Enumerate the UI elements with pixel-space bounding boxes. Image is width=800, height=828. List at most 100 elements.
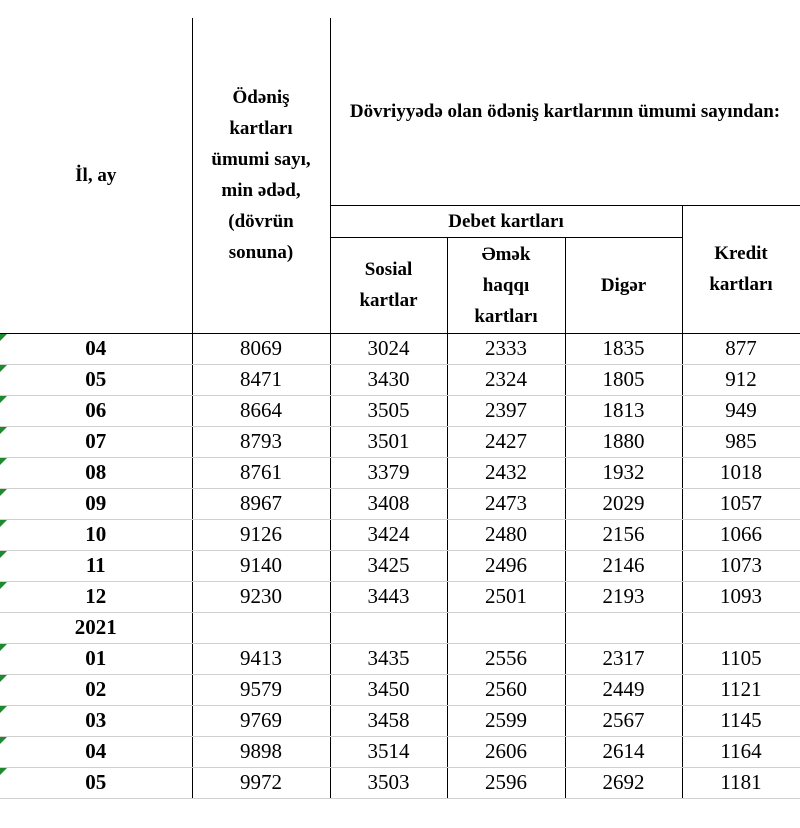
value-cell: 2596 xyxy=(446,766,566,799)
header-cell: Əmək haqqı kartları xyxy=(446,236,566,334)
table-wrap: İl, ay Ödəniş kartları ümumi sayı, min ə… xyxy=(0,18,800,799)
table-row: 08 8761 3379 2432 1932 1018 xyxy=(0,456,800,489)
value-cell: 1835 xyxy=(564,332,683,365)
row-label: 08 xyxy=(0,456,193,489)
value-cell: 985 xyxy=(681,425,800,458)
cell-marker xyxy=(0,426,7,434)
value-cell: 2449 xyxy=(564,673,683,706)
value-cell: 1073 xyxy=(681,549,800,582)
value-cell: 1932 xyxy=(564,456,683,489)
value-cell: 8471 xyxy=(191,363,331,396)
row-label: 11 xyxy=(0,549,193,582)
row-label: 05 xyxy=(0,766,193,799)
value-cell: 877 xyxy=(681,332,800,365)
value-cell: 3024 xyxy=(329,332,448,365)
cell-marker xyxy=(0,736,7,744)
value-cell: 3430 xyxy=(329,363,448,396)
value-cell xyxy=(681,611,800,644)
row-label: 03 xyxy=(0,704,193,737)
value-cell: 1018 xyxy=(681,456,800,489)
row-label: 06 xyxy=(0,394,193,427)
value-cell: 2432 xyxy=(446,456,566,489)
value-cell: 1145 xyxy=(681,704,800,737)
header-cell: Dövriyyədə olan ödəniş kartlarının ümumi… xyxy=(329,18,800,206)
value-cell: 2692 xyxy=(564,766,683,799)
value-cell: 1066 xyxy=(681,518,800,551)
row-label: 07 xyxy=(0,425,193,458)
table-head: İl, ay Ödəniş kartları ümumi sayı, min ə… xyxy=(0,18,800,334)
cell-marker xyxy=(0,364,7,372)
table-row: 02 9579 3450 2560 2449 1121 xyxy=(0,673,800,706)
value-cell xyxy=(446,611,566,644)
value-cell: 8664 xyxy=(191,394,331,427)
value-cell: 1121 xyxy=(681,673,800,706)
value-cell: 1805 xyxy=(564,363,683,396)
value-cell: 9972 xyxy=(191,766,331,799)
card-table: İl, ay Ödəniş kartları ümumi sayı, min ə… xyxy=(0,18,800,799)
value-cell: 3425 xyxy=(329,549,448,582)
value-cell: 2614 xyxy=(564,735,683,768)
value-cell: 2427 xyxy=(446,425,566,458)
table-row: 07 8793 3501 2427 1880 985 xyxy=(0,425,800,458)
cell-marker xyxy=(0,643,7,651)
row-label: 05 xyxy=(0,363,193,396)
value-cell: 3503 xyxy=(329,766,448,799)
header-cell: Ödəniş kartları ümumi sayı, min ədəd, (d… xyxy=(191,18,331,334)
value-cell: 3424 xyxy=(329,518,448,551)
value-cell: 1105 xyxy=(681,642,800,675)
value-cell: 1813 xyxy=(564,394,683,427)
row-label: 09 xyxy=(0,487,193,520)
value-cell: 3514 xyxy=(329,735,448,768)
cell-marker xyxy=(0,705,7,713)
header-cell: Debet kartları xyxy=(329,204,683,238)
value-cell: 1057 xyxy=(681,487,800,520)
value-cell: 2606 xyxy=(446,735,566,768)
cell-marker xyxy=(0,333,7,341)
cell-marker xyxy=(0,674,7,682)
value-cell: 8761 xyxy=(191,456,331,489)
value-cell: 3501 xyxy=(329,425,448,458)
value-cell: 2193 xyxy=(564,580,683,613)
row-label: 02 xyxy=(0,673,193,706)
value-cell: 3505 xyxy=(329,394,448,427)
value-cell: 2567 xyxy=(564,704,683,737)
cell-marker xyxy=(0,519,7,527)
value-cell: 3458 xyxy=(329,704,448,737)
value-cell: 3379 xyxy=(329,456,448,489)
table-row: 01 9413 3435 2556 2317 1105 xyxy=(0,642,800,675)
table-row: 03 9769 3458 2599 2567 1145 xyxy=(0,704,800,737)
table-row: 12 9230 3443 2501 2193 1093 xyxy=(0,580,800,613)
value-cell: 912 xyxy=(681,363,800,396)
value-cell: 949 xyxy=(681,394,800,427)
value-cell: 2480 xyxy=(446,518,566,551)
value-cell: 3435 xyxy=(329,642,448,675)
value-cell: 1181 xyxy=(681,766,800,799)
row-label: 2021 xyxy=(0,611,193,644)
header-cell: Digər xyxy=(564,236,683,334)
value-cell: 9413 xyxy=(191,642,331,675)
cell-marker xyxy=(0,457,7,465)
cell-marker xyxy=(0,395,7,403)
value-cell: 2501 xyxy=(446,580,566,613)
row-label: 12 xyxy=(0,580,193,613)
table-row: 04 9898 3514 2606 2614 1164 xyxy=(0,735,800,768)
value-cell: 8793 xyxy=(191,425,331,458)
table-row: 10 9126 3424 2480 2156 1066 xyxy=(0,518,800,551)
value-cell: 2333 xyxy=(446,332,566,365)
value-cell: 8967 xyxy=(191,487,331,520)
value-cell: 9898 xyxy=(191,735,331,768)
table-row: 04 8069 3024 2333 1835 877 xyxy=(0,332,800,365)
table-row: 11 9140 3425 2496 2146 1073 xyxy=(0,549,800,582)
header-cell: Kredit kartları xyxy=(681,204,800,334)
value-cell xyxy=(191,611,331,644)
value-cell: 2029 xyxy=(564,487,683,520)
table-row: 06 8664 3505 2397 1813 949 xyxy=(0,394,800,427)
value-cell: 1093 xyxy=(681,580,800,613)
value-cell: 2317 xyxy=(564,642,683,675)
value-cell: 8069 xyxy=(191,332,331,365)
value-cell xyxy=(564,611,683,644)
table-row: 05 9972 3503 2596 2692 1181 xyxy=(0,766,800,799)
value-cell: 3443 xyxy=(329,580,448,613)
row-label: 10 xyxy=(0,518,193,551)
